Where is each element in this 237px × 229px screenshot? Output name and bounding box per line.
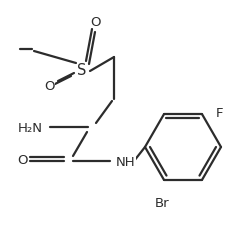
Text: S: S <box>77 62 87 77</box>
Text: O: O <box>91 15 101 28</box>
Text: F: F <box>216 106 223 119</box>
Text: NH: NH <box>116 155 136 168</box>
Text: O: O <box>45 79 55 92</box>
Text: H₂N: H₂N <box>18 121 43 134</box>
Text: O: O <box>17 153 27 166</box>
Text: Br: Br <box>155 196 169 209</box>
